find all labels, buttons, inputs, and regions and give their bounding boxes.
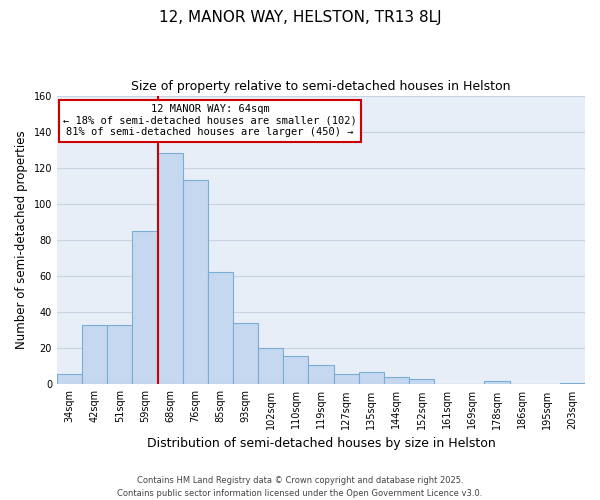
Title: Size of property relative to semi-detached houses in Helston: Size of property relative to semi-detach… [131,80,511,93]
Bar [82,325,107,384]
X-axis label: Distribution of semi-detached houses by size in Helston: Distribution of semi-detached houses by … [146,437,496,450]
Bar [258,348,283,384]
Bar [182,180,208,384]
Y-axis label: Number of semi-detached properties: Number of semi-detached properties [15,130,28,350]
Text: 12 MANOR WAY: 64sqm
← 18% of semi-detached houses are smaller (102)
81% of semi-: 12 MANOR WAY: 64sqm ← 18% of semi-detach… [63,104,357,138]
Bar [133,231,158,384]
Text: Contains HM Land Registry data © Crown copyright and database right 2025.
Contai: Contains HM Land Registry data © Crown c… [118,476,482,498]
Bar [359,372,384,384]
Bar [384,377,409,384]
Bar [57,374,82,384]
Bar [334,374,359,384]
Text: 12, MANOR WAY, HELSTON, TR13 8LJ: 12, MANOR WAY, HELSTON, TR13 8LJ [158,10,442,25]
Bar [233,323,258,384]
Bar [158,154,182,384]
Bar [308,364,334,384]
Bar [409,379,434,384]
Bar [208,272,233,384]
Bar [107,325,133,384]
Bar [560,382,585,384]
Bar [283,356,308,384]
Bar [484,381,509,384]
